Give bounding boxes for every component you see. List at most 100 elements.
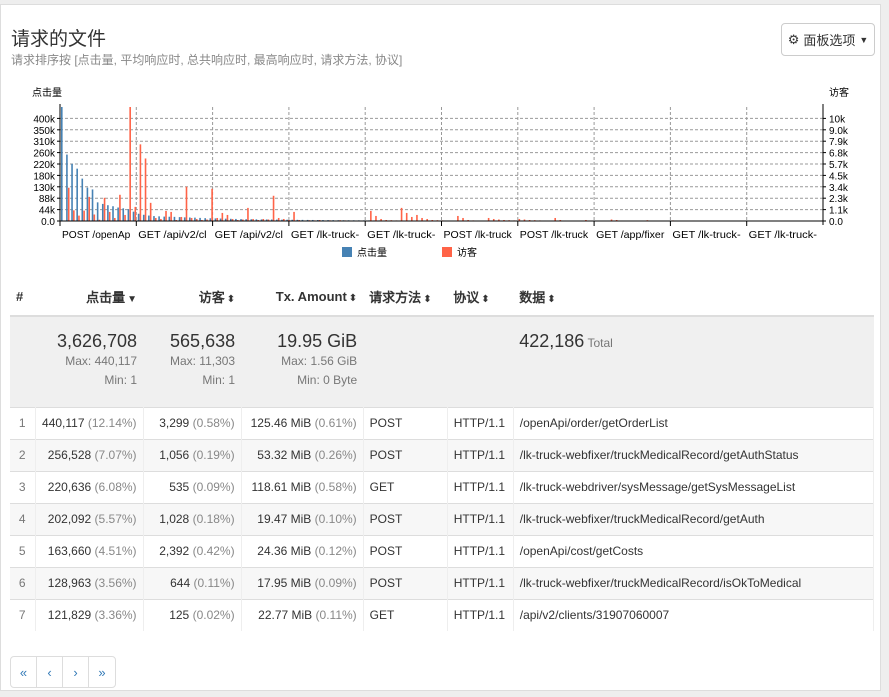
legend-hits: 点击量 (357, 247, 387, 259)
visitors-bar (272, 195, 275, 221)
hits-bar (224, 218, 227, 221)
hits-bar (194, 217, 196, 221)
legend-swatch-visitors (442, 247, 452, 257)
table-row[interactable]: 6 128,963 (3.56%) 644 (0.11%) 17.95 MiB … (10, 566, 875, 599)
table-row[interactable]: 3 220,636 (6.08%) 535 (0.09%) 118.61 MiB… (10, 470, 875, 503)
left-tick-label: 260k (33, 149, 56, 160)
visitors-bar (216, 217, 219, 221)
total-visitors: 565,638 (170, 331, 236, 351)
column-label: 点击量 (86, 290, 126, 305)
hits-bar (306, 219, 309, 221)
hits-bar (219, 218, 222, 221)
hits-bar (153, 216, 155, 221)
table-row[interactable]: 2 256,528 (7.07%) 1,056 (0.19%) 53.32 Mi… (10, 438, 875, 471)
hits-bar (76, 168, 78, 221)
visitors-bar (615, 219, 618, 221)
column-header[interactable]: 请求方法 ⬍ (363, 278, 448, 317)
hits-bar (189, 217, 191, 221)
hits-cell: 128,963 (3.56%) (35, 566, 144, 599)
requests-table: # 点击量 ▼ 访客 ⬍ Tx. Amount ⬍ 请求方法 ⬍ 协议 ⬍ 数据 ⬍ 3,626,708… (10, 278, 875, 631)
left-tick-label: 310k (33, 137, 56, 148)
sort-icon: ⬍ (423, 294, 432, 305)
hits-cell: 220,636 (6.08%) (35, 470, 144, 503)
hits-max: Max: 440,117 (65, 354, 138, 368)
column-header[interactable]: 数据 ⬍ (513, 278, 874, 317)
table-row[interactable]: 7 121,829 (3.36%) 125 (0.02%) 22.77 MiB … (10, 598, 875, 631)
visitors-bar (462, 217, 464, 221)
visitors-bar (492, 218, 495, 221)
data-cell: /lk-truck-webfixer/truckMedicalRecord/ge… (513, 438, 875, 471)
visitors-bar (282, 218, 285, 221)
hits-bar (142, 214, 145, 221)
prev-page-button[interactable]: ‹ (37, 657, 63, 687)
table-row[interactable]: 5 163,660 (4.51%) 2,392 (0.42%) 24.36 Mi… (10, 534, 875, 567)
visitors-bar (211, 188, 213, 221)
visitors-cell: 1,056 (0.19%) (143, 438, 242, 471)
column-header[interactable]: 点击量 ▼ (35, 278, 144, 317)
visitors-bar (124, 214, 126, 221)
hits-bar (270, 219, 273, 221)
tx-cell: 125.46 MiB (0.61%) (241, 406, 364, 439)
table-row[interactable]: 1 440,117 (12.14%) 3,299 (0.58%) 125.46 … (10, 406, 875, 439)
sort-icon: ⬍ (348, 293, 358, 304)
hits-bar (281, 219, 283, 221)
visitors-bar (165, 210, 167, 221)
visitors-max: Max: 11,303 (169, 354, 236, 368)
visitors-bar (610, 219, 613, 221)
tx-cell: 53.32 MiB (0.26%) (241, 438, 364, 471)
visitors-bar (498, 219, 500, 221)
x-tick-label: POST /lk-truck (520, 229, 589, 241)
gear-icon: ⚙ (787, 31, 800, 47)
data-cell: /lk-truck-webdriver/sysMessage/getSysMes… (513, 470, 875, 503)
column-header[interactable]: 访客 ⬍ (143, 278, 242, 317)
right-tick-label: 10k (829, 114, 846, 125)
hits-bar (81, 178, 84, 221)
column-header[interactable]: 协议 ⬍ (447, 278, 514, 317)
table-row[interactable]: 4 202,092 (5.57%) 1,028 (0.18%) 19.47 Mi… (10, 502, 875, 535)
left-axis-label: 点击量 (32, 87, 62, 99)
hits-bar (137, 213, 140, 221)
total-data: 422,186 (519, 331, 585, 351)
hits-bar (204, 218, 206, 221)
hits-bar (173, 216, 176, 221)
visitors-bar (83, 210, 85, 221)
column-label: 访客 (198, 290, 225, 305)
visitors-bar (554, 217, 556, 221)
first-page-button[interactable]: « (11, 657, 37, 687)
data-cell: /lk-truck-webfixer/truckMedicalRecord/ge… (513, 502, 875, 535)
column-header[interactable]: # (10, 278, 35, 317)
x-tick-label: GET /lk-truck- (672, 229, 741, 241)
visitors-bar (426, 218, 428, 221)
visitors-bar (370, 210, 372, 221)
column-header[interactable]: Tx. Amount ⬍ (241, 278, 364, 317)
visitors-bar (175, 219, 178, 221)
panel-subtitle: 请求排序按 [点击量, 平均响应时, 总共响应时, 最高响应时, 请求方法, 协… (11, 53, 403, 67)
left-tick-label: 130k (33, 183, 56, 194)
options-label: 面板选项 (803, 33, 856, 48)
hits-bar (66, 154, 68, 221)
hits-bar (112, 206, 114, 221)
last-page-button[interactable]: » (98, 664, 106, 680)
left-tick-label: 88k (39, 194, 56, 205)
visitors-bar (149, 202, 152, 221)
hits-bar (260, 219, 263, 221)
legend-visitors: 访客 (457, 246, 477, 259)
data-cell: /api/v2/clients/31907060007 (513, 598, 875, 631)
right-tick-label: 2.3k (829, 194, 849, 205)
data-cell: /lk-truck-webfixer/truckMedicalRecord/is… (513, 566, 875, 599)
right-tick-label: 9.0k (829, 126, 849, 137)
x-tick-label: GET /api/v2/cl (138, 229, 206, 241)
protocol-cell: HTTP/1.1 (447, 502, 514, 535)
tx-max: Max: 1.56 GiB (281, 354, 358, 368)
next-page-button[interactable]: › (63, 657, 89, 687)
row-index: 1 (10, 406, 36, 439)
visitors-bar (298, 219, 300, 221)
visitors-bar (144, 158, 147, 221)
visitors-cell: 535 (0.09%) (143, 470, 242, 503)
hits-bar (96, 202, 99, 221)
data-cell: /openApi/order/getOrderList (513, 406, 875, 439)
hits-bar (168, 216, 171, 221)
right-tick-label: 6.8k (829, 149, 849, 160)
panel-options-button[interactable]: ⚙ 面板选项 ▼ (781, 23, 875, 56)
visitors-cell: 644 (0.11%) (143, 566, 242, 599)
